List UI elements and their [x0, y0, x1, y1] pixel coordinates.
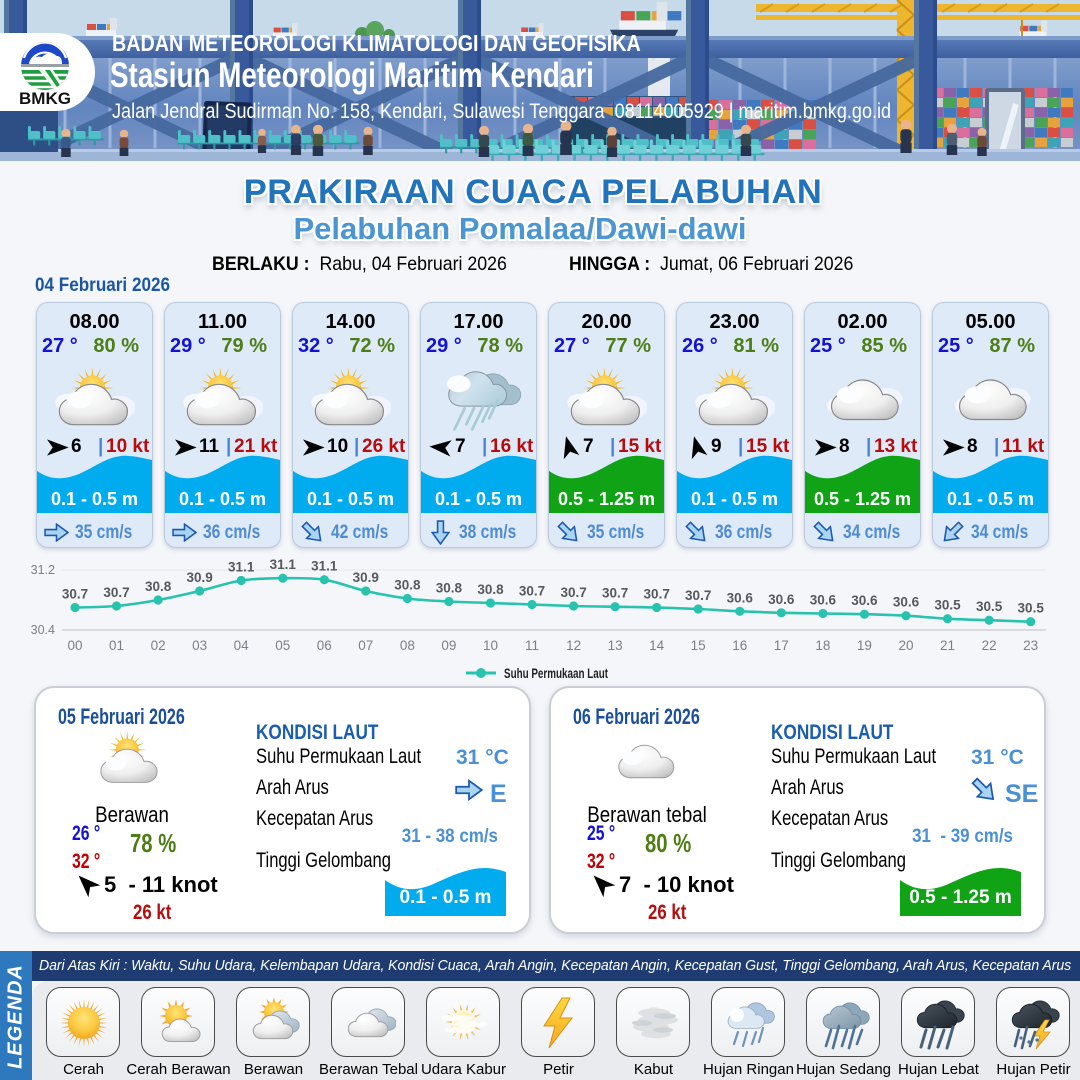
svg-text:30.7: 30.7 — [62, 587, 88, 602]
svg-text:30.7: 30.7 — [685, 588, 711, 603]
svg-text:01: 01 — [109, 638, 124, 653]
svg-text:09: 09 — [441, 638, 456, 653]
svg-text:08: 08 — [400, 638, 415, 653]
svg-text:30.8: 30.8 — [436, 581, 463, 596]
svg-text:22: 22 — [982, 638, 997, 653]
svg-text:02: 02 — [151, 638, 166, 653]
svg-text:30.6: 30.6 — [893, 595, 920, 610]
svg-text:30.9: 30.9 — [353, 570, 379, 585]
svg-text:23: 23 — [1023, 638, 1038, 653]
svg-text:31.1: 31.1 — [270, 557, 297, 572]
svg-text:30.5: 30.5 — [1018, 601, 1045, 616]
svg-text:30.5: 30.5 — [976, 599, 1003, 614]
svg-text:30.6: 30.6 — [727, 590, 754, 605]
svg-text:30.6: 30.6 — [851, 593, 878, 608]
svg-text:30.7: 30.7 — [519, 584, 545, 599]
svg-text:30.7: 30.7 — [602, 586, 628, 601]
svg-text:21: 21 — [940, 638, 955, 653]
svg-text:30.7: 30.7 — [644, 587, 670, 602]
svg-text:BMKG: BMKG — [19, 89, 71, 108]
svg-text:16: 16 — [732, 638, 747, 653]
svg-text:18: 18 — [815, 638, 830, 653]
svg-text:17: 17 — [774, 638, 789, 653]
svg-text:30.6: 30.6 — [768, 592, 795, 607]
svg-text:30.7: 30.7 — [560, 585, 586, 600]
svg-text:04: 04 — [234, 638, 250, 653]
svg-text:30.8: 30.8 — [394, 578, 421, 593]
svg-text:12: 12 — [566, 638, 581, 653]
svg-text:11: 11 — [525, 638, 539, 653]
svg-text:06: 06 — [317, 638, 332, 653]
svg-text:30.8: 30.8 — [477, 582, 504, 597]
svg-text:31.1: 31.1 — [311, 559, 338, 574]
svg-text:03: 03 — [192, 638, 207, 653]
svg-text:30.5: 30.5 — [934, 598, 961, 613]
svg-text:14: 14 — [649, 638, 665, 653]
svg-text:31.1: 31.1 — [228, 560, 255, 575]
svg-text:20: 20 — [898, 638, 913, 653]
svg-text:07: 07 — [358, 638, 373, 653]
svg-text:15: 15 — [691, 638, 706, 653]
svg-text:30.9: 30.9 — [186, 570, 212, 585]
svg-text:00: 00 — [67, 638, 82, 653]
svg-text:19: 19 — [857, 638, 872, 653]
svg-text:30.6: 30.6 — [810, 593, 837, 608]
svg-text:05: 05 — [275, 638, 290, 653]
svg-text:31.2: 31.2 — [31, 563, 55, 577]
svg-text:30.4: 30.4 — [31, 623, 55, 637]
svg-text:Suhu Permukaan Laut: Suhu Permukaan Laut — [504, 665, 608, 681]
svg-text:30.8: 30.8 — [145, 579, 172, 594]
svg-text:10: 10 — [483, 638, 498, 653]
svg-text:30.7: 30.7 — [103, 585, 129, 600]
svg-text:13: 13 — [608, 638, 623, 653]
